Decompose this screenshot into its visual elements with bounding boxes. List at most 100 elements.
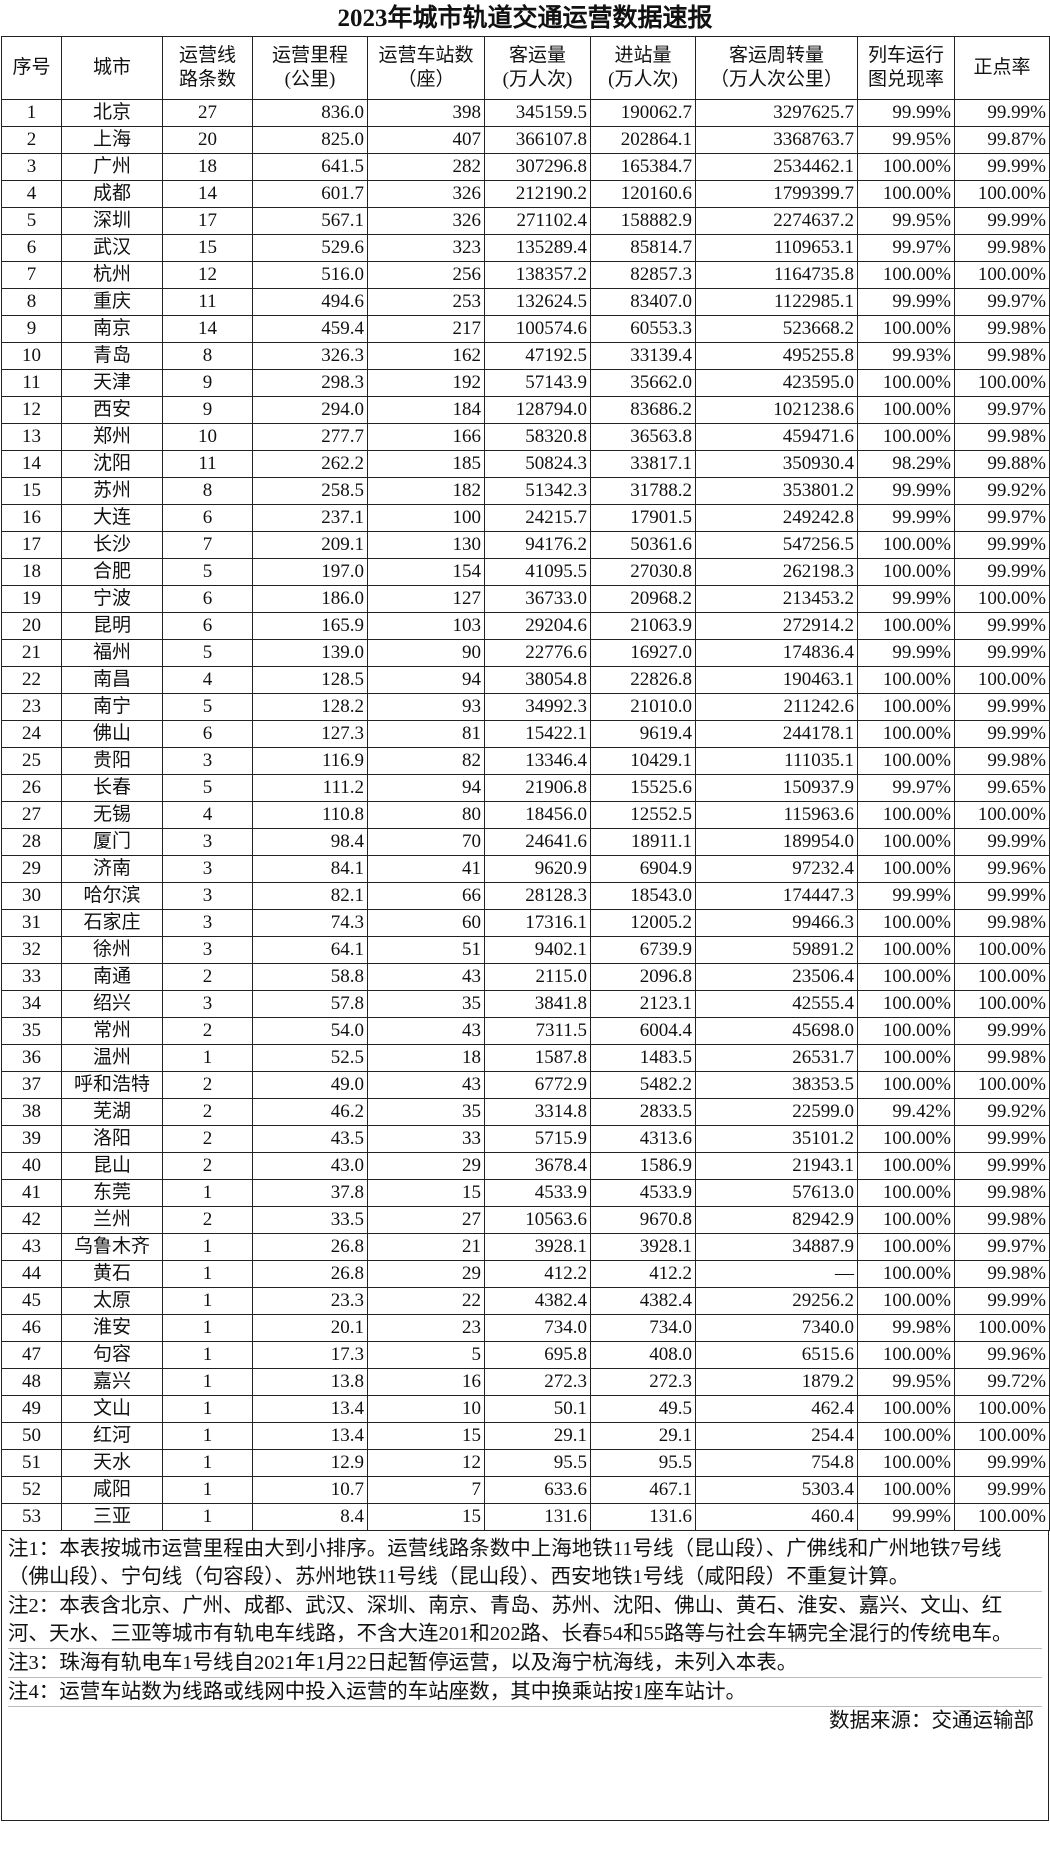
cell-entries: 6004.4	[590, 1017, 696, 1045]
cell-stations: 103	[367, 612, 485, 640]
cell-lines: 2	[162, 1152, 253, 1180]
cell-schedule-rate: 100.00%	[857, 1233, 955, 1261]
cell-lines: 3	[162, 828, 253, 856]
cell-lines: 6	[162, 585, 253, 613]
table-row: 28 厦门 3 98.4 70 24641.6 18911.1 189954.0 100.00%…	[1, 828, 1050, 856]
cell-punctuality: 99.99%	[954, 99, 1050, 127]
cell-lines: 1	[162, 1422, 253, 1450]
cell-stations: 29	[367, 1260, 485, 1288]
cell-index: 41	[1, 1179, 62, 1207]
cell-mileage-km: 128.5	[252, 666, 368, 694]
cell-passenger-km: 6515.6	[695, 1341, 858, 1369]
cell-city: 成都	[61, 180, 163, 208]
header-schedule-rate: 列车运行 图兑现率	[857, 36, 955, 100]
cell-lines: 12	[162, 261, 253, 289]
table-row: 41 东莞 1 37.8 15 4533.9 4533.9 57613.0 100.00% 99.…	[1, 1179, 1050, 1207]
cell-entries: 83407.0	[590, 288, 696, 316]
cell-stations: 15	[367, 1422, 485, 1450]
cell-ridership: 135289.4	[484, 234, 591, 262]
cell-city: 乌鲁木齐	[61, 1233, 163, 1261]
cell-punctuality: 99.72%	[954, 1368, 1050, 1396]
cell-punctuality: 100.00%	[954, 936, 1050, 964]
cell-ridership: 272.3	[484, 1368, 591, 1396]
cell-passenger-km: 35101.2	[695, 1125, 858, 1153]
cell-city: 深圳	[61, 207, 163, 235]
cell-lines: 7	[162, 531, 253, 559]
cell-mileage-km: 57.8	[252, 990, 368, 1018]
cell-passenger-km: 423595.0	[695, 369, 858, 397]
cell-entries: 5482.2	[590, 1071, 696, 1099]
cell-city: 红河	[61, 1422, 163, 1450]
cell-ridership: 345159.5	[484, 99, 591, 127]
cell-index: 46	[1, 1314, 62, 1342]
cell-schedule-rate: 100.00%	[857, 180, 955, 208]
cell-passenger-km: 59891.2	[695, 936, 858, 964]
table-row: 49 文山 1 13.4 10 50.1 49.5 462.4 100.00% 100.00%	[1, 1395, 1050, 1423]
cell-city: 东莞	[61, 1179, 163, 1207]
cell-stations: 185	[367, 450, 485, 478]
cell-city: 福州	[61, 639, 163, 667]
cell-ridership: 18456.0	[484, 801, 591, 829]
cell-entries: 17901.5	[590, 504, 696, 532]
cell-entries: 467.1	[590, 1476, 696, 1504]
cell-ridership: 307296.8	[484, 153, 591, 181]
cell-city: 咸阳	[61, 1476, 163, 1504]
header-passenger-km-line: （万人次公里）	[709, 69, 843, 90]
cell-mileage-km: 58.8	[252, 963, 368, 991]
cell-city: 石家庄	[61, 909, 163, 937]
cell-lines: 14	[162, 180, 253, 208]
cell-stations: 217	[367, 315, 485, 343]
cell-city: 天津	[61, 369, 163, 397]
cell-schedule-rate: 100.00%	[857, 396, 955, 424]
cell-passenger-km: 547256.5	[695, 531, 858, 559]
cell-mileage-km: 127.3	[252, 720, 368, 748]
cell-punctuality: 99.99%	[954, 1287, 1050, 1315]
table-row: 16 大连 6 237.1 100 24215.7 17901.5 249242.8 99.99…	[1, 504, 1050, 532]
cell-ridership: 128794.0	[484, 396, 591, 424]
cell-punctuality: 99.98%	[954, 747, 1050, 775]
cell-entries: 36563.8	[590, 423, 696, 451]
header-stations-line: （座）	[397, 69, 455, 90]
cell-stations: 154	[367, 558, 485, 586]
cell-lines: 3	[162, 882, 253, 910]
cell-passenger-km: 462.4	[695, 1395, 858, 1423]
cell-schedule-rate: 100.00%	[857, 153, 955, 181]
cell-city: 重庆	[61, 288, 163, 316]
cell-punctuality: 99.99%	[954, 153, 1050, 181]
cell-entries: 20968.2	[590, 585, 696, 613]
cell-stations: 51	[367, 936, 485, 964]
cell-schedule-rate: 99.97%	[857, 774, 955, 802]
cell-mileage-km: 74.3	[252, 909, 368, 937]
cell-passenger-km: 115963.6	[695, 801, 858, 829]
cell-index: 21	[1, 639, 62, 667]
table-row: 5 深圳 17 567.1 326 271102.4 158882.9 2274637.2 99…	[1, 207, 1050, 235]
cell-index: 8	[1, 288, 62, 316]
cell-passenger-km: 189954.0	[695, 828, 858, 856]
cell-city: 洛阳	[61, 1125, 163, 1153]
cell-entries: 21010.0	[590, 693, 696, 721]
cell-passenger-km: 97232.4	[695, 855, 858, 883]
cell-entries: 31788.2	[590, 477, 696, 505]
cell-entries: 83686.2	[590, 396, 696, 424]
cell-stations: 23	[367, 1314, 485, 1342]
cell-passenger-km: 272914.2	[695, 612, 858, 640]
cell-schedule-rate: 100.00%	[857, 1179, 955, 1207]
cell-punctuality: 100.00%	[954, 990, 1050, 1018]
cell-ridership: 29.1	[484, 1422, 591, 1450]
cell-punctuality: 99.99%	[954, 720, 1050, 748]
cell-index: 35	[1, 1017, 62, 1045]
cell-stations: 127	[367, 585, 485, 613]
cell-mileage-km: 641.5	[252, 153, 368, 181]
cell-punctuality: 99.98%	[954, 909, 1050, 937]
cell-entries: 4382.4	[590, 1287, 696, 1315]
cell-stations: 323	[367, 234, 485, 262]
cell-schedule-rate: 99.99%	[857, 99, 955, 127]
cell-ridership: 24215.7	[484, 504, 591, 532]
cell-ridership: 28128.3	[484, 882, 591, 910]
data-source: 数据来源：交通运输部	[829, 1710, 1034, 1732]
cell-schedule-rate: 100.00%	[857, 963, 955, 991]
cell-city: 句容	[61, 1341, 163, 1369]
cell-lines: 3	[162, 936, 253, 964]
cell-entries: 412.2	[590, 1260, 696, 1288]
cell-schedule-rate: 100.00%	[857, 720, 955, 748]
